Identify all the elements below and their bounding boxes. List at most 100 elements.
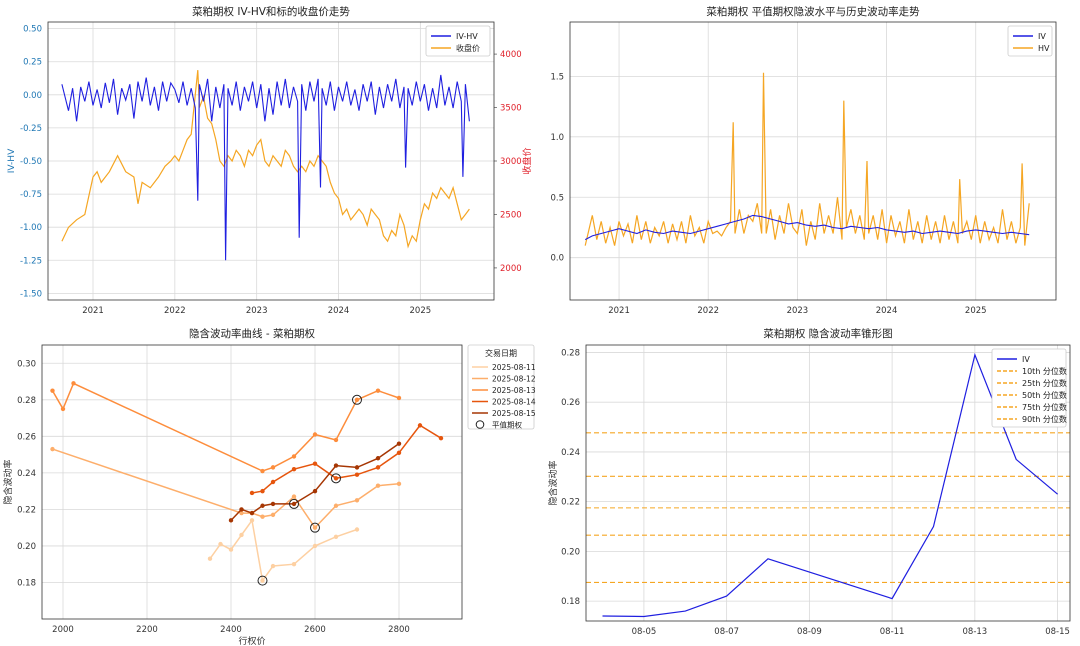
c4-ytick-label: 0.20 — [561, 547, 580, 557]
c3-ytick-label: 0.24 — [17, 469, 36, 479]
data-point — [239, 532, 244, 538]
c1-xtick-label: 2025 — [410, 306, 432, 316]
data-point — [375, 456, 381, 461]
data-point — [354, 498, 360, 503]
data-point — [312, 543, 318, 549]
c4-xtick-label: 08-05 — [632, 627, 657, 637]
data-point — [71, 381, 76, 386]
c2-xtick-label: 2021 — [608, 306, 630, 316]
c1-xtick-label: 2024 — [328, 306, 350, 316]
legend-label: 50th 分位数 — [1022, 390, 1067, 400]
c1-ytick2-label: 3000 — [500, 157, 522, 167]
c1-ytick-label: 0.25 — [23, 58, 42, 68]
c2-ytick-label: 0.0 — [550, 254, 564, 264]
series-close-price-line — [61, 70, 470, 249]
series-line-2025-08-14 — [251, 424, 442, 494]
data-point — [396, 450, 402, 455]
legend-label: 90th 分位数 — [1022, 414, 1067, 424]
data-point — [260, 578, 265, 583]
data-point — [239, 507, 244, 512]
legend-label: 2025-08-14 — [492, 398, 536, 407]
c3-xtick-label: 2800 — [388, 625, 410, 635]
data-point — [312, 488, 318, 494]
data-point — [375, 465, 381, 470]
data-point — [375, 388, 381, 393]
chart-iv-cone: 菜粕期权 隐含波动率锥形图 0.18 0.20 0.22 0.24 0.26 0.28 08-… — [547, 327, 1071, 637]
c4-xtick-label: 08-09 — [797, 627, 822, 637]
data-point — [50, 388, 55, 393]
c4-ytick-label: 0.22 — [561, 498, 580, 508]
atm-option-marker — [310, 522, 320, 533]
legend-label: IV — [1038, 32, 1046, 41]
c1-xtick-label: 2023 — [246, 306, 268, 316]
c2-ytick-label: 0.5 — [550, 193, 564, 203]
legend-label: 平值期权 — [492, 420, 522, 430]
plot-area — [41, 344, 463, 620]
c3-ytick-label: 0.22 — [17, 505, 36, 515]
c3-ytick-label: 0.26 — [17, 432, 36, 442]
c4-ytick-label: 0.18 — [561, 597, 580, 607]
series-iv-hv-line — [61, 74, 470, 261]
c2-xtick-label: 2025 — [965, 306, 987, 316]
data-point — [228, 518, 234, 523]
data-point — [333, 534, 339, 539]
data-point — [60, 406, 66, 412]
data-point — [291, 562, 297, 567]
data-point — [291, 501, 297, 507]
atm-option-marker — [257, 575, 268, 586]
data-point — [249, 518, 255, 523]
plot-area — [569, 21, 1057, 301]
c4-ytick-label: 0.26 — [561, 398, 580, 408]
data-point — [270, 512, 276, 518]
legend-label: 收盘价 — [456, 43, 480, 53]
c4-xtick-label: 08-15 — [1045, 627, 1070, 637]
data-point — [354, 465, 360, 470]
data-point — [260, 488, 265, 494]
series-line-2025-08-12 — [52, 448, 400, 529]
data-point — [354, 397, 360, 402]
atm-option-marker — [289, 498, 299, 509]
c1-ytick2-label: 2000 — [500, 264, 522, 274]
data-point — [260, 514, 265, 519]
data-point — [291, 454, 297, 459]
data-point — [375, 483, 381, 488]
c1-ytick2-label: 4000 — [500, 50, 522, 60]
chart-title: 菜粕期权 IV-HV和标的收盘价走势 — [192, 5, 350, 18]
c2-xtick-label: 2022 — [697, 306, 719, 316]
data-point — [270, 563, 276, 569]
legend-label: 2025-08-12 — [492, 375, 536, 384]
legend-box — [467, 344, 535, 430]
c4-ytick-label: 0.24 — [561, 448, 580, 458]
plot-area — [47, 21, 495, 301]
chart-title: 菜粕期权 隐含波动率锥形图 — [763, 327, 892, 340]
y2-axis-label: 收盘价 — [521, 147, 533, 174]
chart-atm-iv-hv: 菜粕期权 平值期权隐波水平与历史波动率走势 0.0 0.5 1.0 1.5 2021 202… — [550, 5, 1057, 316]
c1-ytick2-label: 3500 — [500, 104, 522, 114]
data-point — [260, 503, 265, 508]
c1-ytick-label: -1.00 — [20, 223, 42, 233]
y-axis-label: 隐含波动率 — [2, 459, 14, 504]
data-point — [333, 437, 339, 443]
data-point — [260, 468, 265, 474]
data-point — [333, 503, 339, 508]
data-point — [249, 510, 255, 516]
c2-xtick-label: 2023 — [787, 306, 809, 316]
chart-iv-smile: 隐含波动率曲线 - 菜粕期权 0.18 0.20 0.22 0.24 0.26 0.28 0.… — [2, 327, 536, 646]
data-point — [239, 510, 244, 516]
c2-xtick-label: 2024 — [876, 306, 898, 316]
c3-ytick-label: 0.20 — [17, 542, 36, 552]
data-point — [291, 494, 297, 499]
legend-label: 25th 分位数 — [1022, 378, 1067, 388]
chart-title: 菜粕期权 平值期权隐波水平与历史波动率走势 — [706, 5, 920, 18]
legend-label: IV-HV — [456, 32, 478, 41]
data-point — [396, 481, 402, 487]
c2-ytick-label: 1.5 — [550, 72, 564, 82]
c3-ytick-label: 0.18 — [17, 578, 36, 588]
c1-xtick-label: 2022 — [164, 306, 186, 316]
data-point — [417, 423, 423, 428]
c3-xtick-label: 2200 — [136, 625, 158, 635]
c1-ytick-label: -0.75 — [20, 190, 42, 200]
c1-ytick-label: -1.50 — [20, 289, 42, 299]
series-hv-line — [584, 72, 1030, 246]
legend-label: 75th 分位数 — [1022, 402, 1067, 412]
